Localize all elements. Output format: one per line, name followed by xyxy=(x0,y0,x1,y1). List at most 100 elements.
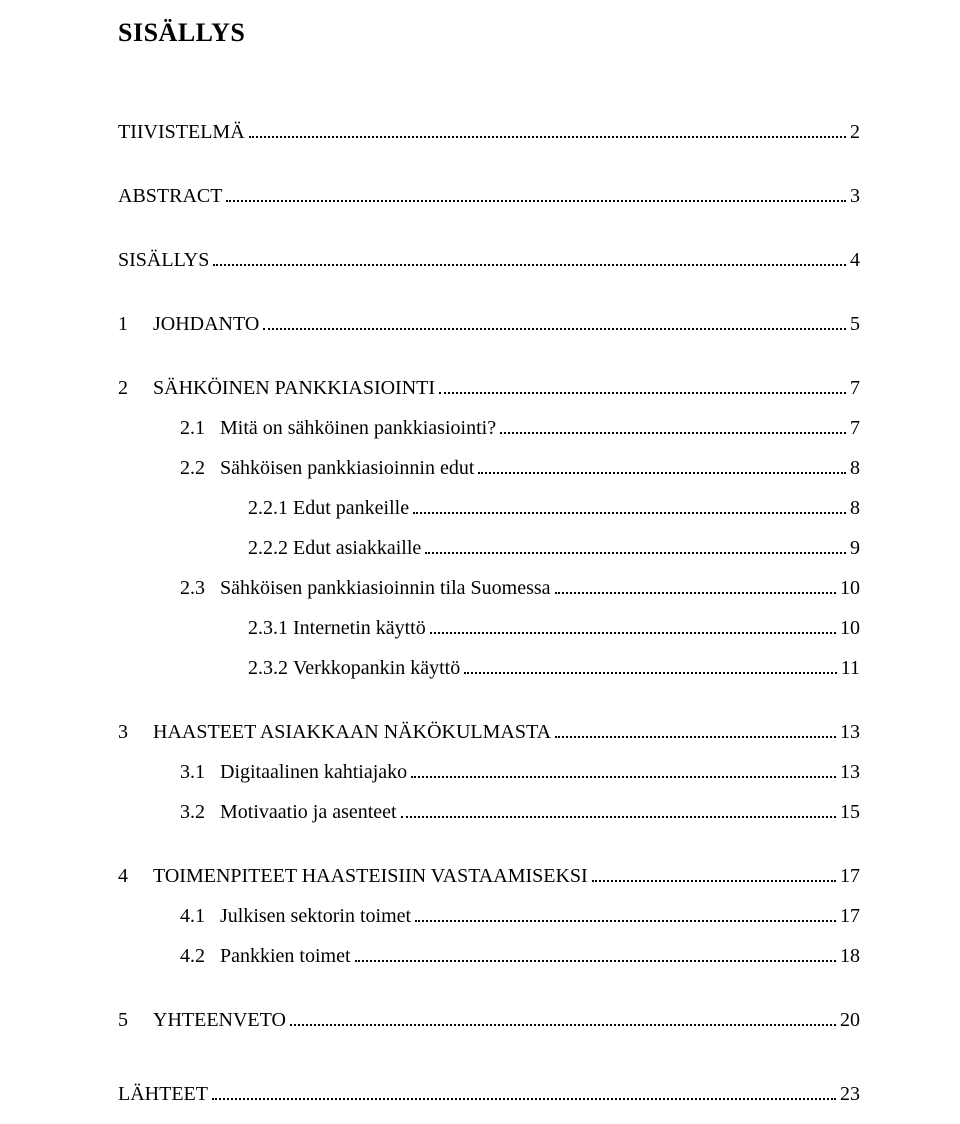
toc-entry-number: 2.3.2 xyxy=(248,658,293,678)
toc-entry-number: 4 xyxy=(118,866,153,886)
toc-entry: 4.2 Pankkien toimet 18 xyxy=(118,946,860,966)
toc-entry-number: 2.2 xyxy=(180,458,220,478)
toc-entry-label: TIIVISTELMÄ xyxy=(118,122,245,142)
toc-entry-page: 9 xyxy=(850,538,860,558)
toc-leader xyxy=(226,189,846,202)
toc-entry: 5 YHTEENVETO 20 xyxy=(118,1010,860,1030)
toc-entry-label: HAASTEET ASIAKKAAN NÄKÖKULMASTA xyxy=(153,722,551,742)
toc-entry-page: 17 xyxy=(840,866,860,886)
toc-entry-label: Edut pankeille xyxy=(293,498,409,518)
toc-entry-page: 10 xyxy=(840,618,860,638)
toc-entry: 2.2 Sähköisen pankkiasioinnin edut8 xyxy=(118,458,860,478)
toc-entry: 2.2.2 Edut asiakkaille 9 xyxy=(118,538,860,558)
toc-entry-page: 7 xyxy=(850,418,860,438)
toc-gap xyxy=(118,344,860,378)
toc-gap xyxy=(118,832,860,866)
toc-entry-number: 2.3.1 xyxy=(248,618,293,638)
toc-entry: 3.1 Digitaalinen kahtiajako 13 xyxy=(118,762,860,782)
toc-entry-number: 2.3 xyxy=(180,578,220,598)
toc-entry-page: 11 xyxy=(841,658,860,678)
toc-leader xyxy=(411,765,836,778)
toc-entry-label: Sähköisen pankkiasioinnin tila Suomessa xyxy=(220,578,551,598)
toc-entry-label: Pankkien toimet xyxy=(220,946,351,966)
toc-entry: TIIVISTELMÄ 2 xyxy=(118,122,860,142)
toc-leader xyxy=(430,621,836,634)
toc-leader xyxy=(592,869,836,882)
toc-entry-page: 5 xyxy=(850,314,860,334)
toc-entry-number: 4.1 xyxy=(180,906,220,926)
toc-entry-label: Verkkopankin käyttö xyxy=(293,658,460,678)
toc-leader xyxy=(355,949,836,962)
toc-entry-page: 8 xyxy=(850,498,860,518)
toc-leader xyxy=(478,461,846,474)
toc-entry-label: ABSTRACT xyxy=(118,186,222,206)
toc-entry-label: Julkisen sektorin toimet xyxy=(220,906,411,926)
toc-entry-number: 2.1 xyxy=(180,418,220,438)
toc-entry: 4.1 Julkisen sektorin toimet 17 xyxy=(118,906,860,926)
toc-entry-label: TOIMENPITEET HAASTEISIIN VASTAAMISEKSI xyxy=(153,866,588,886)
toc-entry-number: 2 xyxy=(118,378,153,398)
toc-entry: LÄHTEET23 xyxy=(118,1084,860,1104)
toc-entry-label: YHTEENVETO xyxy=(153,1010,286,1030)
toc-entry: 2.3.1 Internetin käyttö10 xyxy=(118,618,860,638)
toc-entry-number: 5 xyxy=(118,1010,153,1030)
toc-entry-number: 3.1 xyxy=(180,762,220,782)
table-of-contents: TIIVISTELMÄ2ABSTRACT3SISÄLLYS41 JOHDANTO… xyxy=(118,122,860,1124)
toc-entry: 4 TOIMENPITEET HAASTEISIIN VASTAAMISEKSI… xyxy=(118,866,860,886)
toc-entry-page: 3 xyxy=(850,186,860,206)
toc-entry-page: 17 xyxy=(840,906,860,926)
toc-gap xyxy=(118,528,860,538)
toc-entry: 2 SÄHKÖINEN PANKKIASIOINTI 7 xyxy=(118,378,860,398)
toc-gap xyxy=(118,1114,860,1124)
toc-entry: 2.3 Sähköisen pankkiasioinnin tila Suome… xyxy=(118,578,860,598)
toc-leader xyxy=(401,805,836,818)
toc-entry: SISÄLLYS4 xyxy=(118,250,860,270)
toc-entry-number: 1 xyxy=(118,314,153,334)
page: SISÄLLYS TIIVISTELMÄ2ABSTRACT3SISÄLLYS41… xyxy=(0,0,960,999)
toc-leader xyxy=(500,421,846,434)
toc-leader xyxy=(213,253,846,266)
toc-leader xyxy=(425,541,846,554)
toc-leader xyxy=(415,909,836,922)
toc-entry-label: Edut asiakkaille xyxy=(293,538,421,558)
toc-leader xyxy=(249,125,846,138)
toc-entry: ABSTRACT 3 xyxy=(118,186,860,206)
toc-gap xyxy=(118,488,860,498)
toc-entry-page: 7 xyxy=(850,378,860,398)
toc-entry-label: Digitaalinen kahtiajako xyxy=(220,762,407,782)
toc-leader xyxy=(464,661,837,674)
toc-entry-label: JOHDANTO xyxy=(153,314,259,334)
toc-entry-page: 10 xyxy=(840,578,860,598)
toc-leader xyxy=(263,317,846,330)
toc-entry-number: 4.2 xyxy=(180,946,220,966)
toc-entry-label: Mitä on sähköinen pankkiasiointi? xyxy=(220,418,496,438)
toc-entry-number: 3.2 xyxy=(180,802,220,822)
toc-gap xyxy=(118,608,860,618)
toc-entry-label: Sähköisen pankkiasioinnin edut xyxy=(220,458,474,478)
toc-entry-page: 20 xyxy=(840,1010,860,1030)
toc-gap xyxy=(118,976,860,1010)
toc-gap xyxy=(118,688,860,722)
toc-entry: 2.3.2 Verkkopankin käyttö 11 xyxy=(118,658,860,678)
toc-entry-number: 2.2.1 xyxy=(248,498,293,518)
toc-entry-number: 2.2.2 xyxy=(248,538,293,558)
toc-leader xyxy=(212,1087,836,1100)
toc-leader xyxy=(439,381,846,394)
toc-gap xyxy=(118,152,860,186)
toc-entry-label: Motivaatio ja asenteet xyxy=(220,802,397,822)
toc-entry-label: SISÄLLYS xyxy=(118,250,209,270)
toc-entry: 3 HAASTEET ASIAKKAAN NÄKÖKULMASTA13 xyxy=(118,722,860,742)
toc-leader xyxy=(555,581,836,594)
toc-entry: 3.2 Motivaatio ja asenteet 15 xyxy=(118,802,860,822)
toc-entry-page: 2 xyxy=(850,122,860,142)
toc-entry-page: 13 xyxy=(840,762,860,782)
toc-gap xyxy=(118,1040,860,1084)
toc-entry-page: 18 xyxy=(840,946,860,966)
toc-entry-page: 15 xyxy=(840,802,860,822)
toc-leader xyxy=(555,725,836,738)
toc-gap xyxy=(118,216,860,250)
toc-entry-label: SÄHKÖINEN PANKKIASIOINTI xyxy=(153,378,435,398)
page-title: SISÄLLYS xyxy=(118,18,860,48)
toc-leader xyxy=(413,501,846,514)
toc-gap xyxy=(118,280,860,314)
